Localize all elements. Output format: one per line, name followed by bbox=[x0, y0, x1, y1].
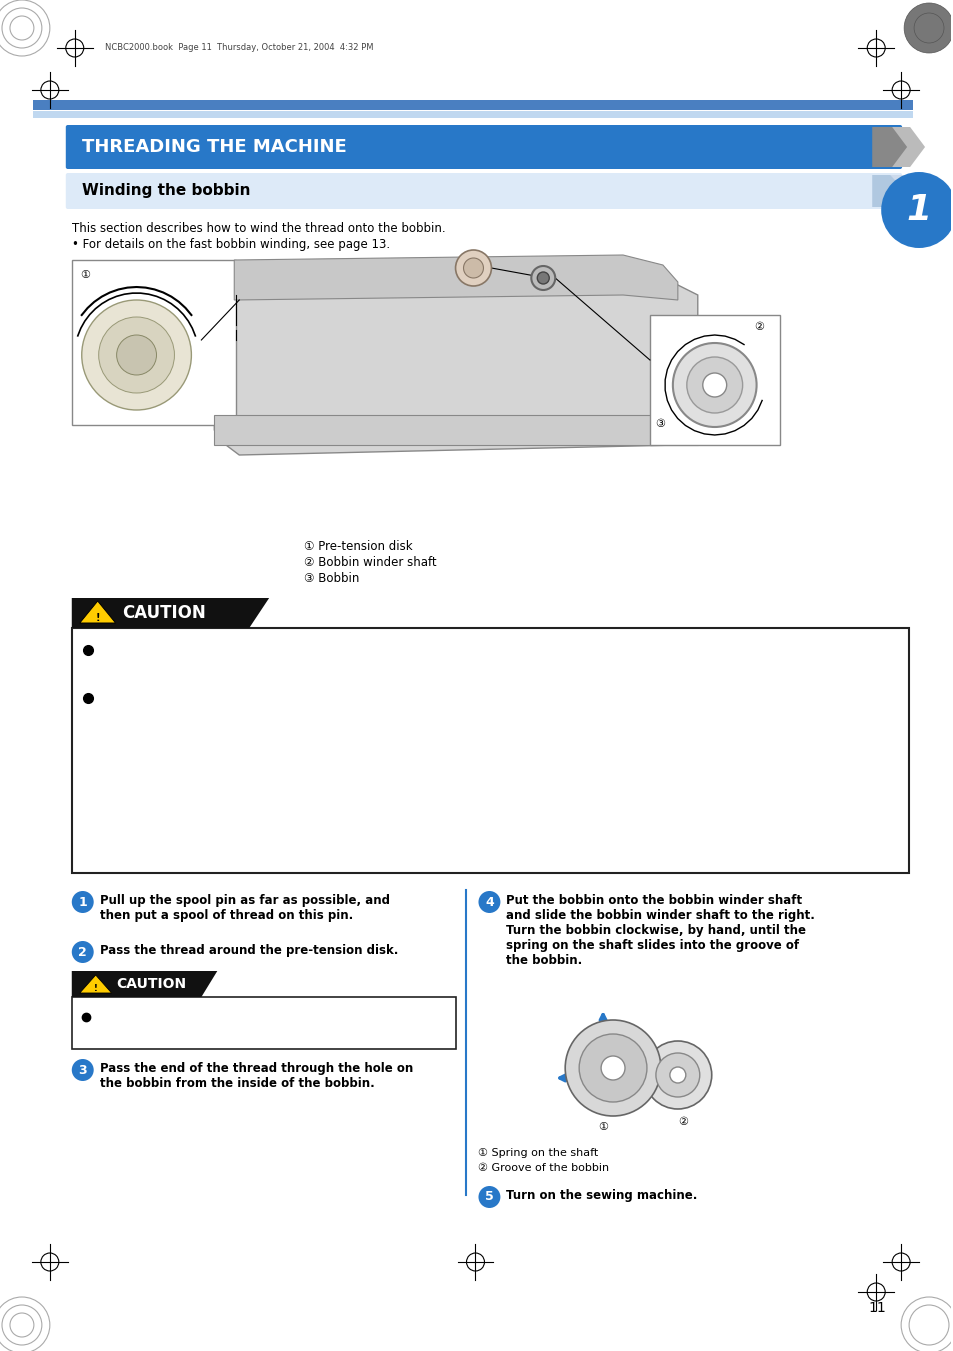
Circle shape bbox=[71, 892, 93, 913]
Polygon shape bbox=[71, 598, 269, 628]
Text: Actual size: Actual size bbox=[408, 793, 468, 802]
Bar bbox=[32, 100, 912, 109]
Text: Pass the thread around the pre-tension disk.: Pass the thread around the pre-tension d… bbox=[99, 944, 397, 957]
Circle shape bbox=[456, 250, 491, 286]
Circle shape bbox=[478, 1186, 500, 1208]
Text: 4: 4 bbox=[484, 896, 494, 908]
Text: We designed the bobbin that comes with this machine. If you use bobbins from oth: We designed the bobbin that comes with t… bbox=[99, 689, 763, 732]
Circle shape bbox=[578, 1034, 646, 1102]
Circle shape bbox=[903, 3, 953, 53]
Text: 11.5 mm
(7/16 inch): 11.5 mm (7/16 inch) bbox=[228, 817, 289, 839]
Text: Turn on the sewing machine.: Turn on the sewing machine. bbox=[506, 1189, 697, 1202]
Circle shape bbox=[669, 1067, 685, 1084]
Circle shape bbox=[537, 272, 549, 284]
Polygon shape bbox=[80, 975, 112, 993]
Polygon shape bbox=[214, 415, 697, 444]
Text: ③: ③ bbox=[654, 419, 664, 430]
Text: ② Bobbin winder shaft: ② Bobbin winder shaft bbox=[304, 557, 436, 569]
Circle shape bbox=[643, 1042, 711, 1109]
Text: This model: This model bbox=[348, 861, 409, 871]
Text: ① Spring on the shaft: ① Spring on the shaft bbox=[478, 1148, 598, 1158]
Text: NCBC2000.book  Page 11  Thursday, October 21, 2004  4:32 PM: NCBC2000.book Page 11 Thursday, October … bbox=[105, 42, 373, 51]
Circle shape bbox=[600, 1056, 624, 1079]
Polygon shape bbox=[889, 127, 924, 168]
Polygon shape bbox=[71, 971, 217, 997]
Text: 1: 1 bbox=[78, 896, 87, 908]
Text: ②: ② bbox=[754, 322, 763, 332]
Text: THREADING THE MACHINE: THREADING THE MACHINE bbox=[82, 138, 346, 155]
Circle shape bbox=[71, 1059, 93, 1081]
Circle shape bbox=[686, 357, 741, 413]
Text: Put the bobbin onto the bobbin winder shaft
and slide the bobbin winder shaft to: Put the bobbin onto the bobbin winder sh… bbox=[506, 894, 815, 967]
Text: ② Groove of the bobbin: ② Groove of the bobbin bbox=[478, 1163, 609, 1173]
Text: • For details on the fast bobbin winding, see page 13.: • For details on the fast bobbin winding… bbox=[71, 238, 390, 251]
FancyBboxPatch shape bbox=[66, 173, 902, 209]
Text: ①: ① bbox=[80, 270, 90, 280]
Circle shape bbox=[463, 258, 483, 278]
Text: ①: ① bbox=[598, 1121, 607, 1132]
Polygon shape bbox=[214, 259, 697, 455]
Bar bbox=[649, 315, 779, 444]
Circle shape bbox=[478, 892, 500, 913]
Text: 1: 1 bbox=[905, 193, 931, 227]
Bar bbox=[71, 997, 456, 1048]
Text: CAUTION: CAUTION bbox=[116, 977, 187, 992]
Circle shape bbox=[116, 335, 156, 376]
Polygon shape bbox=[887, 176, 922, 207]
Circle shape bbox=[82, 300, 192, 409]
Text: CAUTION: CAUTION bbox=[123, 604, 206, 621]
Circle shape bbox=[564, 1020, 660, 1116]
Text: 11: 11 bbox=[867, 1301, 885, 1315]
Text: 3: 3 bbox=[78, 1063, 87, 1077]
Text: Pass the end of the thread through the hole on
the bobbin from the inside of the: Pass the end of the thread through the h… bbox=[99, 1062, 413, 1090]
Bar bbox=[71, 259, 236, 426]
Bar bbox=[32, 111, 912, 118]
Text: ②: ② bbox=[678, 1117, 687, 1127]
Circle shape bbox=[656, 1052, 700, 1097]
Circle shape bbox=[71, 942, 93, 963]
Circle shape bbox=[98, 317, 174, 393]
Circle shape bbox=[881, 172, 953, 249]
Text: !: ! bbox=[93, 984, 97, 993]
Text: This section describes how to wind the thread onto the bobbin.: This section describes how to wind the t… bbox=[71, 222, 445, 235]
Polygon shape bbox=[871, 127, 906, 168]
Text: ③ Bobbin: ③ Bobbin bbox=[304, 571, 359, 585]
Text: Winding the bobbin: Winding the bobbin bbox=[82, 184, 250, 199]
Text: Other models: Other models bbox=[470, 861, 546, 871]
FancyBboxPatch shape bbox=[66, 126, 902, 169]
Text: Only use bobbins (part code: SA156, SFB: XA5539-151) that have been designed for: Only use bobbins (part code: SA156, SFB:… bbox=[99, 640, 739, 669]
Polygon shape bbox=[871, 176, 904, 207]
Text: 5: 5 bbox=[484, 1190, 494, 1204]
Circle shape bbox=[672, 343, 756, 427]
Bar bbox=[71, 628, 908, 873]
Text: 2: 2 bbox=[78, 946, 87, 958]
Polygon shape bbox=[80, 601, 115, 623]
Text: !: ! bbox=[95, 613, 100, 623]
Text: ① Pre-tension disk: ① Pre-tension disk bbox=[304, 540, 413, 553]
Polygon shape bbox=[234, 255, 678, 300]
Circle shape bbox=[531, 266, 555, 290]
Circle shape bbox=[702, 373, 726, 397]
Text: Pull up the spool pin as far as possible, and
then put a spool of thread on this: Pull up the spool pin as far as possible… bbox=[99, 894, 389, 921]
Text: If the spool of thread is not in the right place,
the thread may tangle on the s: If the spool of thread is not in the rig… bbox=[97, 1004, 402, 1032]
